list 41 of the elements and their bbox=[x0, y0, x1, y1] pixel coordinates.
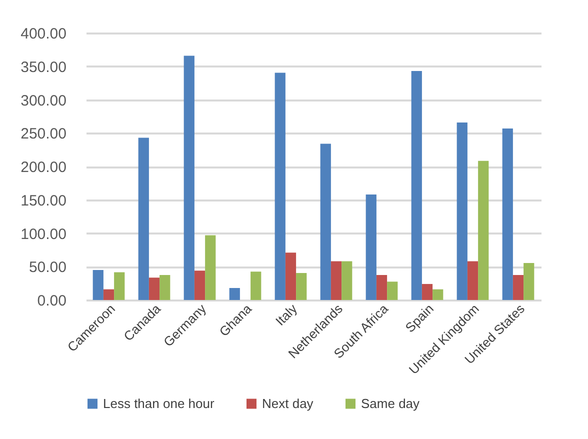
bar bbox=[184, 56, 194, 300]
y-tick-label: 0.00 bbox=[37, 292, 66, 310]
bar bbox=[467, 261, 478, 300]
bar bbox=[114, 272, 125, 300]
bar bbox=[296, 272, 307, 300]
bar bbox=[250, 272, 262, 300]
legend-label: Less than one hour bbox=[103, 396, 215, 411]
bar bbox=[274, 72, 286, 300]
bar bbox=[478, 160, 489, 300]
bar bbox=[376, 274, 388, 300]
bar bbox=[366, 194, 376, 300]
legend-label: Same day bbox=[361, 396, 420, 411]
bar bbox=[194, 270, 206, 300]
bar bbox=[205, 235, 216, 300]
bar bbox=[148, 278, 160, 300]
y-tick-label: 250.00 bbox=[20, 126, 66, 143]
y-tick-label: 300.00 bbox=[20, 92, 66, 110]
bar bbox=[432, 289, 444, 300]
bar bbox=[422, 284, 433, 300]
y-tick-label: 350.00 bbox=[20, 58, 66, 76]
bar bbox=[285, 252, 296, 300]
bar bbox=[320, 144, 331, 300]
y-tick-label: 400.00 bbox=[20, 26, 66, 42]
y-tick-label: 50.00 bbox=[28, 259, 66, 276]
bar bbox=[502, 128, 513, 300]
bar bbox=[229, 288, 240, 300]
bar bbox=[456, 122, 468, 300]
y-tick-label: 150.00 bbox=[20, 192, 66, 210]
bar bbox=[92, 270, 104, 300]
bar bbox=[330, 261, 342, 300]
y-tick-label: 100.00 bbox=[20, 226, 66, 243]
bar bbox=[138, 138, 149, 300]
bar bbox=[342, 261, 352, 300]
y-tick-label: 200.00 bbox=[20, 159, 66, 176]
bar bbox=[524, 262, 534, 300]
bar bbox=[160, 274, 170, 300]
bar bbox=[411, 71, 422, 300]
bar bbox=[512, 274, 524, 300]
bar bbox=[103, 289, 114, 300]
bar bbox=[387, 282, 398, 300]
legend-label: Next day bbox=[262, 396, 314, 411]
